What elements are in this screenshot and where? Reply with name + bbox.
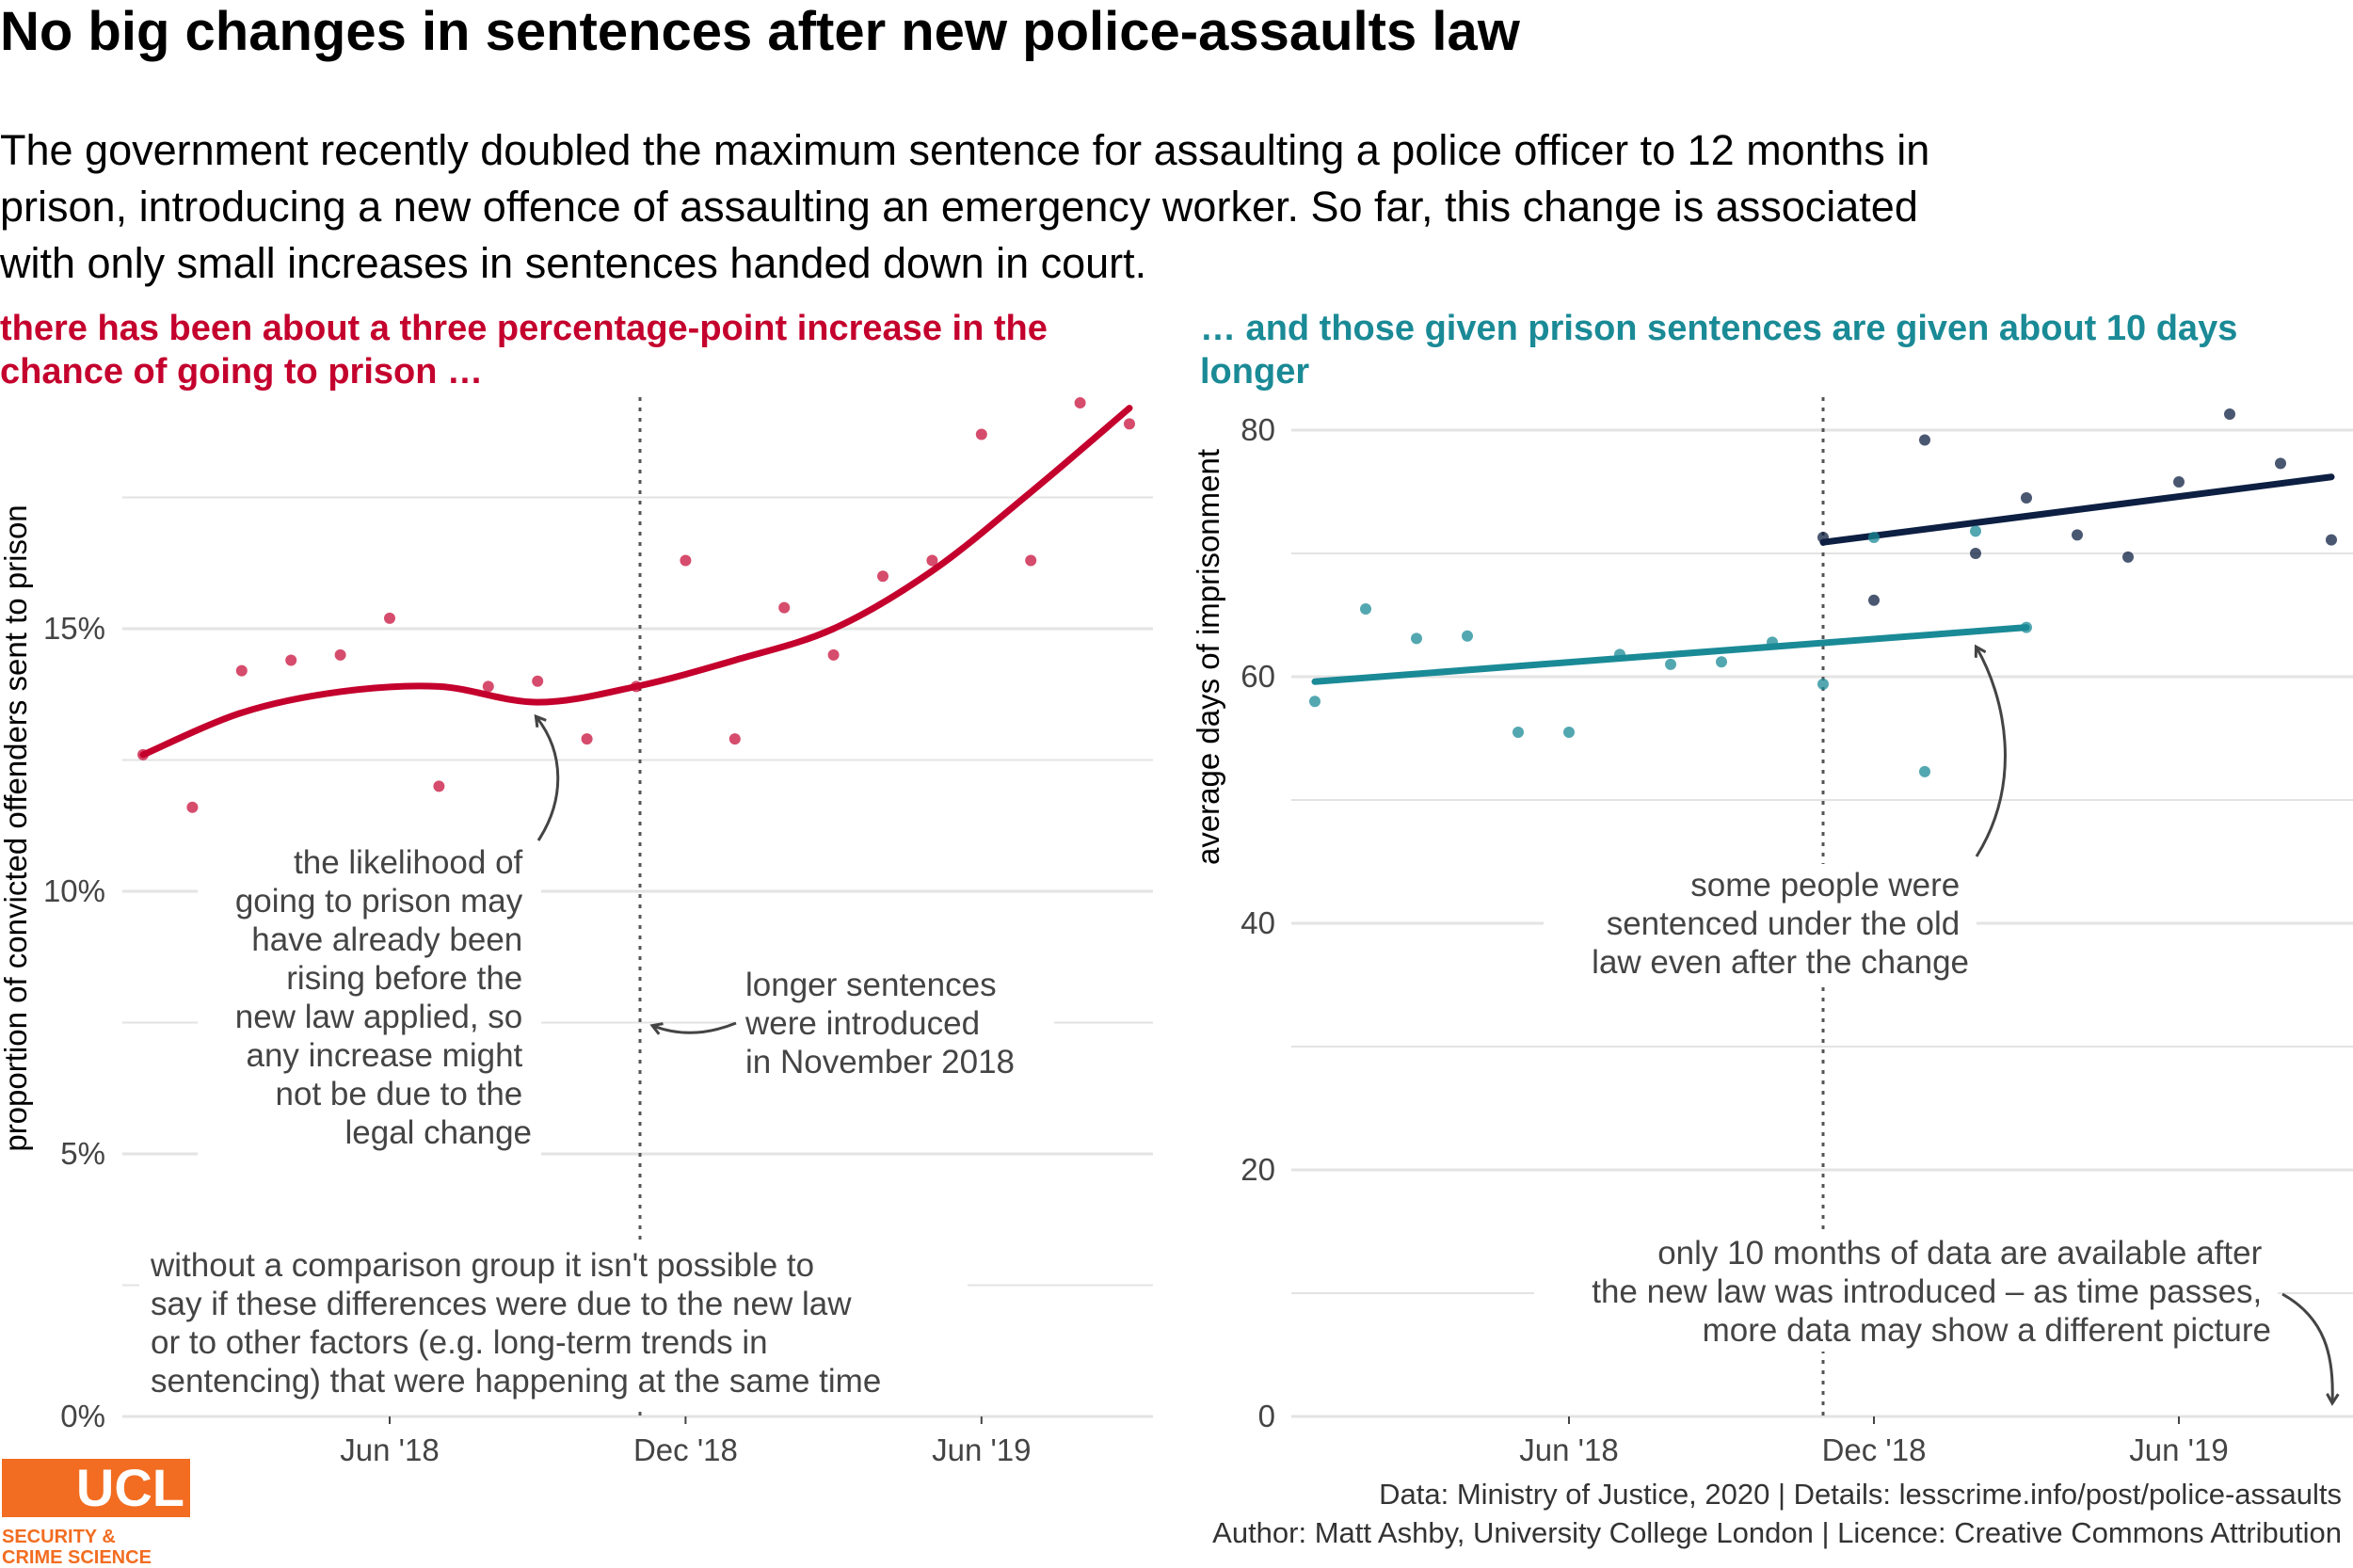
right-data-point xyxy=(2326,534,2337,546)
annotation-comparison-group: without a comparison group it isn't poss… xyxy=(150,1247,881,1400)
right-data-point xyxy=(1817,531,1829,543)
right-data-point xyxy=(1513,726,1524,738)
left-data-point xyxy=(1124,418,1135,430)
left-data-point xyxy=(680,554,692,567)
right-data-point xyxy=(2275,457,2286,470)
left-data-point xyxy=(728,733,741,745)
left-data-point xyxy=(334,648,346,661)
left-y-tick-label: 15% xyxy=(43,611,105,646)
right-trend-line xyxy=(1311,624,2030,685)
left-y-tick-label: 0% xyxy=(60,1399,105,1433)
right-panel: 0 20 40 60 80 Jun '18 Dec '18 Jun '19 average … xyxy=(1191,397,2353,1467)
right-data-point xyxy=(1970,525,1981,537)
left-data-point xyxy=(827,648,840,661)
right-x-tick-label: Dec '18 xyxy=(1822,1432,1927,1467)
ucl-logo-mark: UCL xyxy=(2,1459,190,1517)
annotation-old-law-after-change: some people were sentenced under the old… xyxy=(1592,867,1969,981)
right-data-point xyxy=(1919,765,1930,777)
left-data-point xyxy=(581,733,593,745)
left-data-point xyxy=(433,780,445,792)
arrow-law-introduced xyxy=(653,1021,737,1032)
right-data-point xyxy=(1411,632,1422,645)
left-data-point xyxy=(1074,397,1086,409)
left-data-point xyxy=(877,570,888,583)
right-x-tick-label: Jun '18 xyxy=(1519,1432,1618,1467)
right-trend-line xyxy=(1819,473,2335,546)
chart-title: No big changes in sentences after new po… xyxy=(0,1,1520,62)
arrow-prior-trend xyxy=(536,717,560,841)
right-data-point xyxy=(1360,602,1371,615)
left-x-tick-label: Jun '19 xyxy=(932,1432,1031,1467)
left-data-point xyxy=(1025,554,1037,567)
annotation-law-introduced: longer sentences were introduced in Nove… xyxy=(744,967,1015,1080)
right-data-point xyxy=(2021,621,2032,633)
ucl-logo-line1: SECURITY & xyxy=(2,1527,116,1547)
left-data-point xyxy=(532,675,544,687)
right-data-point xyxy=(1817,678,1829,690)
left-y-tick-label: 10% xyxy=(43,873,105,908)
left-data-point xyxy=(975,428,987,440)
chart-subtitle: The government recently doubled the maxi… xyxy=(0,126,1930,287)
left-trend-line xyxy=(139,405,1133,759)
right-data-point xyxy=(1665,658,1676,670)
right-data-point xyxy=(1919,434,1930,446)
left-data-point xyxy=(285,654,297,666)
right-data-point xyxy=(1970,548,1981,559)
right-data-point xyxy=(2224,408,2235,420)
right-data-point xyxy=(1716,656,1727,668)
ucl-logo-text: SECURITY & CRIME SCIENCE xyxy=(2,1527,228,1568)
right-data-point xyxy=(1563,726,1575,738)
left-data-point xyxy=(631,680,642,693)
right-panel-subtitle: … and those given prison sentences are g… xyxy=(1200,309,2238,392)
caption-data-source: Data: Ministry of Justice, 2020 | Detail… xyxy=(1379,1478,2342,1511)
left-data-point xyxy=(926,554,938,567)
left-data-point xyxy=(186,801,199,813)
right-y-tick-label: 0 xyxy=(1258,1399,1275,1433)
left-panel-subtitle: there has been about a three percentage-… xyxy=(0,309,1048,392)
right-data-point xyxy=(1868,594,1880,606)
right-data-point xyxy=(1767,636,1778,648)
right-y-tick-label: 60 xyxy=(1241,659,1275,694)
right-y-tick-label: 80 xyxy=(1241,412,1275,447)
right-y-tick-label: 40 xyxy=(1241,905,1275,940)
arrow-limited-data xyxy=(2281,1292,2332,1402)
right-data-point xyxy=(1462,630,1473,642)
right-data-point xyxy=(2021,492,2032,504)
right-data-point xyxy=(1309,696,1321,708)
right-data-point xyxy=(2122,551,2134,563)
right-y-axis-label: average days of imprisonment xyxy=(1191,449,1225,865)
left-y-axis-label: proportion of convicted offenders sent t… xyxy=(0,504,33,1151)
ucl-logo-line2: CRIME SCIENCE xyxy=(2,1547,152,1568)
left-data-point xyxy=(384,612,395,624)
left-data-point xyxy=(137,748,149,760)
left-data-point xyxy=(778,601,791,614)
right-data-point xyxy=(1614,648,1625,661)
right-x-tick-label: Jun '19 xyxy=(2129,1432,2228,1467)
annotation-prior-trend: the likelihood of going to prison may ha… xyxy=(235,844,532,1151)
right-data-point xyxy=(1868,531,1880,543)
left-x-tick-label: Jun '18 xyxy=(340,1432,439,1467)
caption-author: Author: Matt Ashby, University College L… xyxy=(1212,1516,2342,1549)
left-data-point xyxy=(482,680,494,693)
right-y-tick-label: 20 xyxy=(1241,1152,1275,1187)
left-y-tick-label: 5% xyxy=(60,1136,105,1171)
left-x-tick-label: Dec '18 xyxy=(633,1432,738,1467)
arrow-old-law xyxy=(1977,648,2007,857)
right-data-point xyxy=(2173,476,2185,488)
left-panel: 0% 5% 10% 15% Jun '18 Dec '18 Jun '19 proport… xyxy=(0,397,1153,1467)
annotation-limited-data: only 10 months of data are available aft… xyxy=(1592,1235,2271,1349)
right-data-point xyxy=(2072,529,2083,541)
left-data-point xyxy=(235,664,248,677)
